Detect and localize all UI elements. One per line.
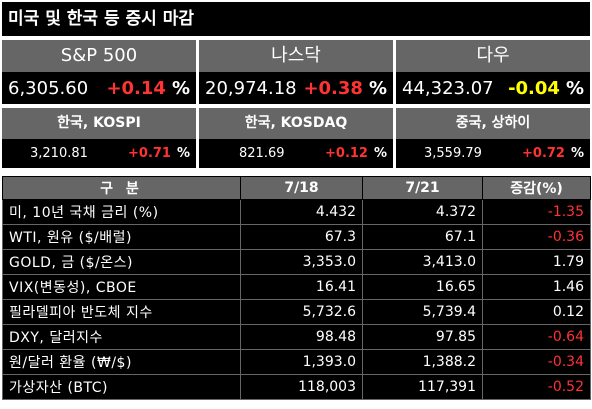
- index-change: +0.71: [128, 146, 171, 161]
- table-row: GOLD, 금 ($/온스) 3,353.0 3,413.0 1.79: [2, 249, 591, 275]
- row-label: 원/달러 환율 (₩/$): [2, 349, 241, 375]
- index-value: 3,559.79: [424, 146, 482, 161]
- value-7-21: 16.65: [362, 274, 483, 300]
- change-pct: -0.52: [482, 374, 591, 400]
- table-header-row: 구 분 7/18 7/21 증감(%): [2, 176, 591, 200]
- us-index-value-row: 6,305.60 +0.14% 20,974.18 +0.38% 44,323.…: [2, 72, 590, 104]
- page-title: 미국 및 한국 등 증시 마감: [2, 2, 590, 36]
- asia-index-value-row: 3,210.81 +0.71% 821.69 +0.12% 3,559.79 +…: [2, 139, 590, 168]
- index-change: +0.38: [303, 77, 363, 99]
- us-index-header-row: S&P 500 나스닥 다우: [2, 40, 590, 72]
- index-cell: 3,559.79 +0.72%: [396, 139, 590, 168]
- value-7-18: 16.41: [240, 274, 363, 300]
- value-7-18: 67.3: [240, 224, 363, 250]
- index-change: +0.72: [522, 146, 565, 161]
- column-header: 7/18: [240, 176, 363, 200]
- row-label: 미, 10년 국채 금리 (%): [2, 199, 241, 225]
- index-cell: 6,305.60 +0.14%: [2, 72, 196, 104]
- pct-sign: %: [368, 77, 387, 99]
- change-pct: -0.36: [482, 224, 591, 250]
- value-7-21: 1,388.2: [362, 349, 483, 375]
- change-pct: -1.35: [482, 199, 591, 225]
- value-7-21: 3,413.0: [362, 249, 483, 275]
- value-7-18: 98.48: [240, 324, 363, 350]
- value-7-18: 5,732.6: [240, 299, 363, 325]
- table-row: 가상자산 (BTC) 118,003 117,391 -0.52: [2, 374, 591, 400]
- value-7-21: 97.85: [362, 324, 483, 350]
- table-row: WTI, 원유 ($/배럴) 67.3 67.1 -0.36: [2, 224, 591, 250]
- index-value: 20,974.18: [205, 77, 297, 99]
- index-name: 나스닥: [199, 40, 393, 72]
- index-name: 다우: [396, 40, 590, 72]
- pct-sign: %: [373, 146, 387, 161]
- change-pct: -0.34: [482, 349, 591, 375]
- index-change: +0.12: [325, 146, 368, 161]
- index-cell: 3,210.81 +0.71%: [2, 139, 196, 168]
- asia-index-header-row: 한국, KOSPI 한국, KOSDAQ 중국, 상하이: [2, 108, 590, 139]
- change-pct: 1.79: [482, 249, 591, 275]
- index-value: 6,305.60: [8, 77, 89, 99]
- pct-sign: %: [570, 146, 584, 161]
- table-row: 원/달러 환율 (₩/$) 1,393.0 1,388.2 -0.34: [2, 349, 591, 375]
- column-header: 7/21: [362, 176, 483, 200]
- value-7-18: 118,003: [240, 374, 363, 400]
- pct-sign: %: [176, 146, 190, 161]
- row-label: WTI, 원유 ($/배럴): [2, 224, 241, 250]
- index-name: 중국, 상하이: [396, 108, 590, 139]
- index-name: 한국, KOSDAQ: [199, 108, 393, 139]
- row-label: DXY, 달러지수: [2, 324, 241, 350]
- index-name: S&P 500: [2, 40, 196, 72]
- value-7-21: 4.372: [362, 199, 483, 225]
- change-pct: -0.64: [482, 324, 591, 350]
- market-table: 구 분 7/18 7/21 증감(%) 미, 10년 국채 금리 (%) 4.4…: [2, 176, 591, 400]
- value-7-21: 117,391: [362, 374, 483, 400]
- value-7-18: 3,353.0: [240, 249, 363, 275]
- pct-sign: %: [565, 77, 584, 99]
- table-row: VIX(변동성), CBOE 16.41 16.65 1.46: [2, 274, 591, 300]
- row-label: 가상자산 (BTC): [2, 374, 241, 400]
- index-value: 3,210.81: [30, 146, 88, 161]
- column-header: 증감(%): [482, 176, 591, 200]
- table-row: 미, 10년 국채 금리 (%) 4.432 4.372 -1.35: [2, 199, 591, 225]
- row-label: GOLD, 금 ($/온스): [2, 249, 241, 275]
- row-label: 필라델피아 반도체 지수: [2, 299, 241, 325]
- index-cell: 20,974.18 +0.38%: [199, 72, 393, 104]
- change-pct: 0.12: [482, 299, 591, 325]
- table-row: 필라델피아 반도체 지수 5,732.6 5,739.4 0.12: [2, 299, 591, 325]
- value-7-18: 1,393.0: [240, 349, 363, 375]
- index-change: -0.04: [508, 77, 560, 99]
- index-name: 한국, KOSPI: [2, 108, 196, 139]
- value-7-21: 67.1: [362, 224, 483, 250]
- index-cell: 821.69 +0.12%: [199, 139, 393, 168]
- index-change: +0.14: [106, 77, 166, 99]
- row-label: VIX(변동성), CBOE: [2, 274, 241, 300]
- index-value: 44,323.07: [402, 77, 494, 99]
- value-7-21: 5,739.4: [362, 299, 483, 325]
- index-value: 821.69: [239, 146, 285, 161]
- change-pct: 1.46: [482, 274, 591, 300]
- pct-sign: %: [171, 77, 190, 99]
- value-7-18: 4.432: [240, 199, 363, 225]
- index-cell: 44,323.07 -0.04%: [396, 72, 590, 104]
- table-row: DXY, 달러지수 98.48 97.85 -0.64: [2, 324, 591, 350]
- column-header: 구 분: [2, 176, 241, 200]
